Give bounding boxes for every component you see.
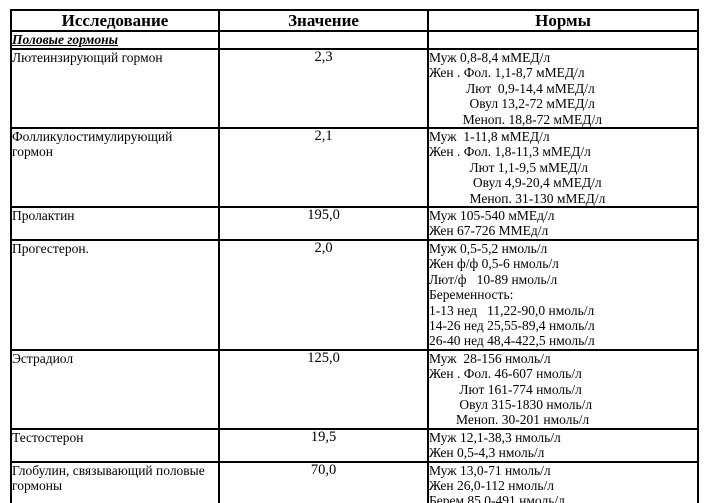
test-name-cell: Прогестерон. (10, 238, 220, 351)
column-header-value: Значение (218, 9, 429, 32)
value-cell: 2,1 (218, 127, 429, 209)
lab-results-document: Исследование Значение Нормы Половые горм… (10, 9, 699, 503)
empty-cell (427, 30, 699, 50)
norms-cell: Муж 105-540 мМЕд/л Жен 67-726 ММЕд/л (427, 206, 699, 241)
norms-cell: Муж 13,0-71 нмоль/л Жен 26,0-112 нмоль/л… (427, 460, 699, 503)
section-row: Половые гормоны (10, 30, 699, 50)
column-header-test: Исследование (10, 9, 220, 32)
norms-cell: Муж 1-11,8 мМЕД/л Жен . Фол. 1,8-11,3 мМ… (427, 127, 699, 209)
test-name-cell: Глобулин, связывающий половые гормоны (10, 460, 220, 503)
table-row: Тестостерон 19,5 Муж 12,1-38,3 нмоль/л Ж… (10, 427, 699, 463)
value-cell: 2,3 (218, 47, 429, 130)
norms-cell: Муж 12,1-38,3 нмоль/л Жен 0,5-4,3 нмоль/… (427, 427, 699, 463)
test-name-cell: Тестостерон (10, 427, 220, 463)
section-title: Половые гормоны (10, 30, 220, 50)
test-name-cell: Лютеинзирующий гормон (10, 47, 220, 130)
table-row: Прогестерон. 2,0 Муж 0,5-5,2 нмоль/л Жен… (10, 238, 699, 351)
value-cell: 70,0 (218, 460, 429, 503)
norms-cell: Муж 0,5-5,2 нмоль/л Жен ф/ф 0,5-6 нмоль/… (427, 238, 699, 351)
table-row: Лютеинзирующий гормон 2,3 Муж 0,8-8,4 мМ… (10, 47, 699, 130)
header-row: Исследование Значение Нормы (10, 9, 699, 32)
table-row: Пролактин 195,0 Муж 105-540 мМЕд/л Жен 6… (10, 206, 699, 241)
value-cell: 125,0 (218, 348, 429, 430)
value-cell: 195,0 (218, 206, 429, 241)
test-name-cell: Фолликулостимулирующий гормон (10, 127, 220, 209)
norms-cell: Муж 0,8-8,4 мМЕД/л Жен . Фол. 1,1-8,7 мМ… (427, 47, 699, 130)
test-name-cell: Эстрадиол (10, 348, 220, 430)
hormone-results-table: Исследование Значение Нормы Половые горм… (10, 9, 699, 503)
table-row: Глобулин, связывающий половые гормоны 70… (10, 460, 699, 503)
table-row: Эстрадиол 125,0 Муж 28-156 нмоль/л Жен .… (10, 348, 699, 430)
test-name-cell: Пролактин (10, 206, 220, 241)
norms-cell: Муж 28-156 нмоль/л Жен . Фол. 46-607 нмо… (427, 348, 699, 430)
value-cell: 2,0 (218, 238, 429, 351)
column-header-norms: Нормы (427, 9, 699, 32)
value-cell: 19,5 (218, 427, 429, 463)
table-row: Фолликулостимулирующий гормон 2,1 Муж 1-… (10, 127, 699, 209)
empty-cell (218, 30, 429, 50)
